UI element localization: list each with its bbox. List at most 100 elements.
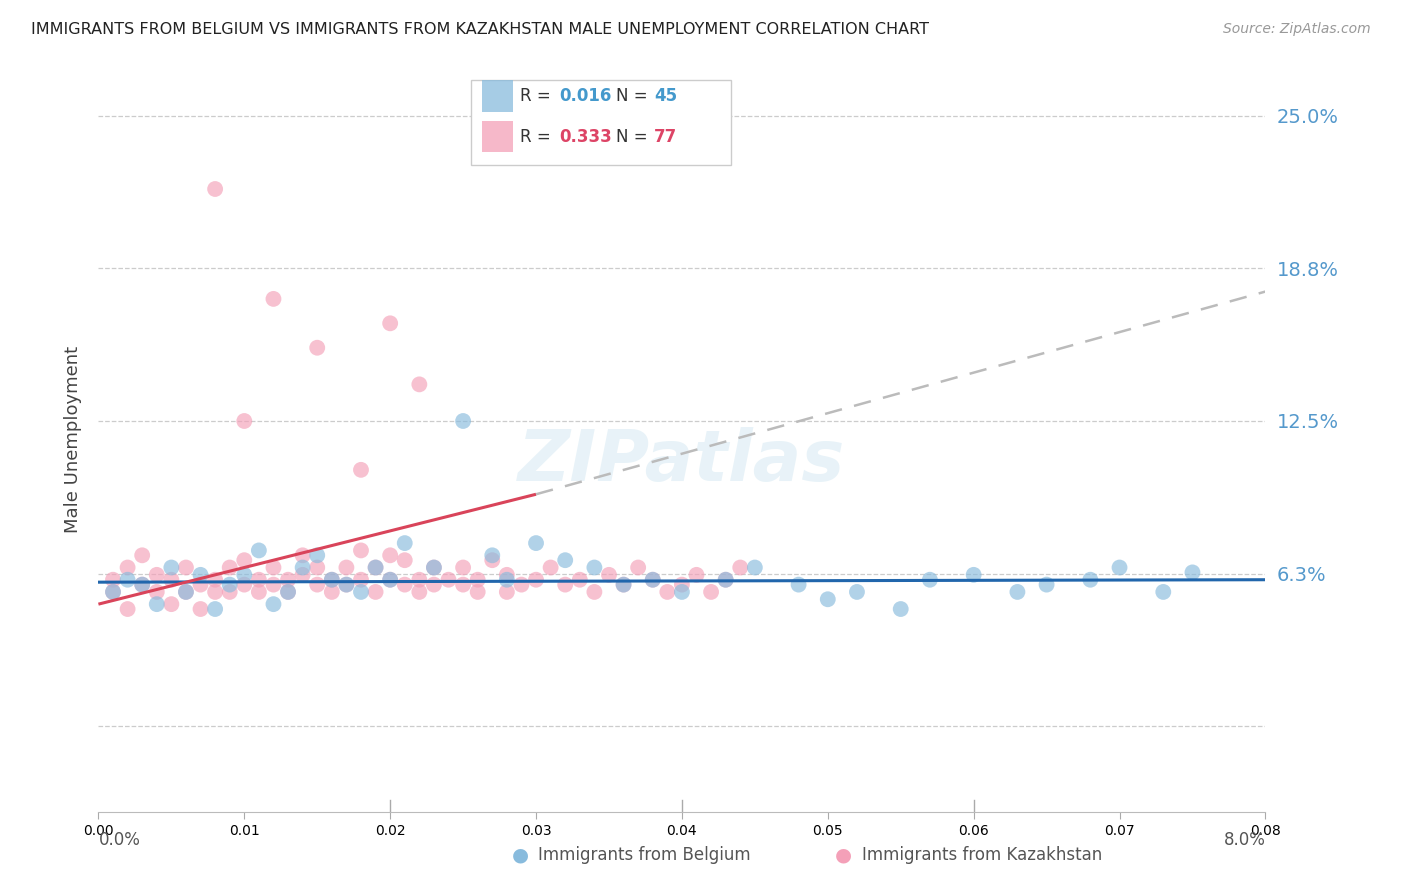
Point <box>657 585 679 599</box>
Point <box>321 573 343 587</box>
Point <box>321 573 343 587</box>
Point <box>845 585 868 599</box>
Point <box>481 553 503 567</box>
Point <box>321 585 343 599</box>
Point <box>160 560 183 574</box>
Point <box>408 377 430 392</box>
Text: 0.0%: 0.0% <box>98 831 141 849</box>
Point <box>408 573 430 587</box>
Point <box>350 543 373 558</box>
Point <box>1007 585 1029 599</box>
Point <box>627 560 650 574</box>
Point <box>101 585 124 599</box>
Point <box>131 577 153 591</box>
Point <box>174 560 197 574</box>
Point <box>204 585 226 599</box>
Point <box>291 549 314 563</box>
Point <box>262 577 284 591</box>
Point <box>451 560 474 574</box>
Point <box>641 573 664 587</box>
Point <box>364 585 387 599</box>
Text: ●: ● <box>835 845 852 864</box>
Point <box>146 567 169 582</box>
Point <box>496 585 519 599</box>
Text: N =: N = <box>616 128 652 145</box>
Point <box>247 543 270 558</box>
Point <box>612 577 634 591</box>
Point <box>101 585 124 599</box>
Point <box>190 577 212 591</box>
Point <box>583 585 606 599</box>
Point <box>714 573 737 587</box>
Point <box>364 560 387 574</box>
Point <box>277 585 299 599</box>
Text: IMMIGRANTS FROM BELGIUM VS IMMIGRANTS FROM KAZAKHSTAN MALE UNEMPLOYMENT CORRELAT: IMMIGRANTS FROM BELGIUM VS IMMIGRANTS FR… <box>31 22 929 37</box>
Text: 0.016: 0.016 <box>560 87 612 105</box>
Point <box>1152 585 1174 599</box>
Point <box>568 573 591 587</box>
Point <box>1108 560 1130 574</box>
Point <box>394 577 416 591</box>
Point <box>700 585 723 599</box>
Point <box>364 560 387 574</box>
Point <box>190 602 212 616</box>
Point <box>233 414 256 428</box>
Point <box>262 560 284 574</box>
Point <box>583 560 606 574</box>
Point <box>510 577 533 591</box>
Point <box>262 597 284 611</box>
Point <box>524 536 547 550</box>
Point <box>204 602 226 616</box>
Point <box>174 585 197 599</box>
Point <box>307 577 329 591</box>
Point <box>671 585 693 599</box>
Point <box>1035 577 1057 591</box>
Point <box>101 573 124 587</box>
Point <box>730 560 752 574</box>
Point <box>350 463 373 477</box>
Point <box>598 567 620 582</box>
Point <box>174 585 197 599</box>
Point <box>277 585 299 599</box>
Text: 0.333: 0.333 <box>560 128 613 145</box>
Text: ZIPatlas: ZIPatlas <box>519 427 845 496</box>
Text: 77: 77 <box>654 128 678 145</box>
Point <box>160 573 183 587</box>
Point <box>350 573 373 587</box>
Point <box>671 577 693 591</box>
Point <box>307 341 329 355</box>
Point <box>380 549 402 563</box>
Point <box>190 567 212 582</box>
Point <box>380 573 402 587</box>
Point <box>685 567 707 582</box>
Point <box>277 573 299 587</box>
Point <box>247 573 270 587</box>
Text: ●: ● <box>512 845 529 864</box>
Point <box>467 585 489 599</box>
Point <box>641 573 664 587</box>
Point <box>307 549 329 563</box>
Point <box>146 597 169 611</box>
Point <box>744 560 766 574</box>
Text: R =: R = <box>520 87 557 105</box>
Point <box>524 573 547 587</box>
Text: Source: ZipAtlas.com: Source: ZipAtlas.com <box>1223 22 1371 37</box>
Point <box>131 577 153 591</box>
Text: R =: R = <box>520 128 557 145</box>
Point <box>335 577 357 591</box>
Point <box>117 602 139 616</box>
Point <box>131 549 153 563</box>
Text: 45: 45 <box>654 87 676 105</box>
Point <box>394 536 416 550</box>
Point <box>218 560 240 574</box>
Point <box>218 585 240 599</box>
Point <box>247 585 270 599</box>
Point <box>204 573 226 587</box>
Point <box>291 567 314 582</box>
Point <box>233 577 256 591</box>
Point <box>160 597 183 611</box>
Point <box>350 585 373 599</box>
Point <box>335 577 357 591</box>
Point <box>380 316 402 330</box>
Point <box>146 585 169 599</box>
